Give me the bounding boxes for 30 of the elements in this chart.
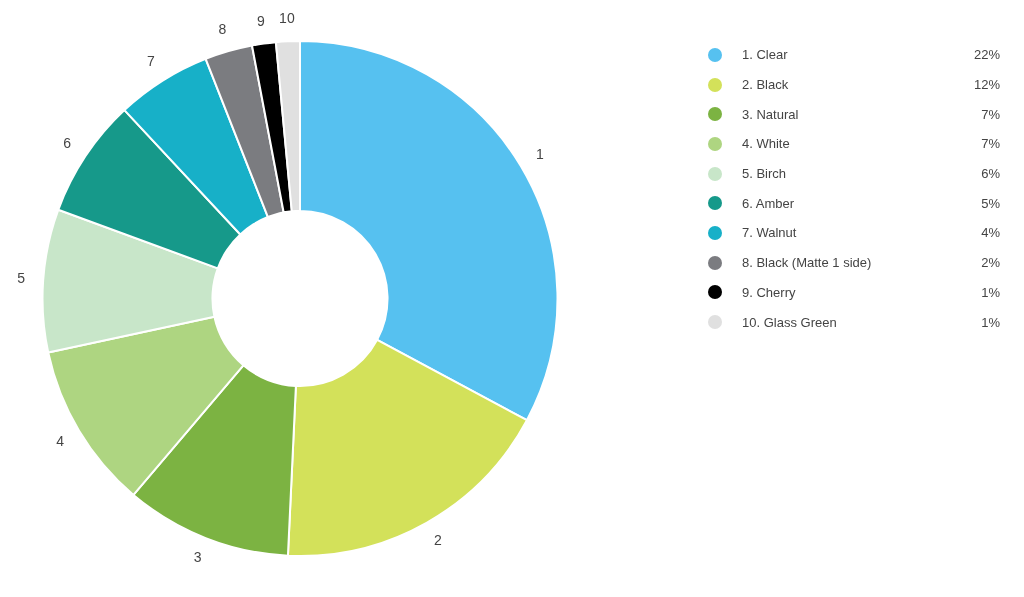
legend-label: 4. White: [742, 136, 791, 152]
data-label: 7%: [981, 106, 1000, 122]
text: 10: [279, 10, 295, 27]
legend-label: 5. Birch: [742, 166, 788, 182]
data-label: 12%: [973, 77, 1000, 93]
legend-label: 2. Black: [742, 77, 790, 93]
text: 6: [63, 134, 72, 151]
text: 4: [56, 432, 65, 449]
text: 8: [218, 20, 227, 37]
text: 3: [193, 549, 202, 566]
legend-label: 10. Glass Green: [742, 314, 838, 330]
data-label: 4%: [981, 225, 1000, 241]
data-label: 6%: [981, 166, 1000, 182]
data-label: 1%: [981, 284, 1000, 300]
text: 1: [535, 145, 544, 162]
legend-label: 7. Walnut: [742, 225, 798, 241]
text: 7: [147, 52, 155, 69]
legend-label: 3. Natural: [742, 106, 800, 122]
data-label: 5%: [981, 195, 1000, 211]
legend-label: 9. Cherry: [742, 284, 797, 300]
legend-label: 1. Clear: [742, 47, 789, 63]
data-label: 1%: [981, 314, 1000, 330]
legend-label: 6. Amber: [742, 195, 796, 211]
data-label: 7%: [981, 136, 1000, 152]
text: 5: [17, 269, 26, 286]
text: 9: [256, 12, 265, 29]
text: 2: [433, 532, 442, 549]
data-label: 2%: [981, 255, 1000, 271]
legend-label: 8. Black (Matte 1 side): [742, 255, 873, 271]
data-label: 22%: [973, 47, 1000, 63]
